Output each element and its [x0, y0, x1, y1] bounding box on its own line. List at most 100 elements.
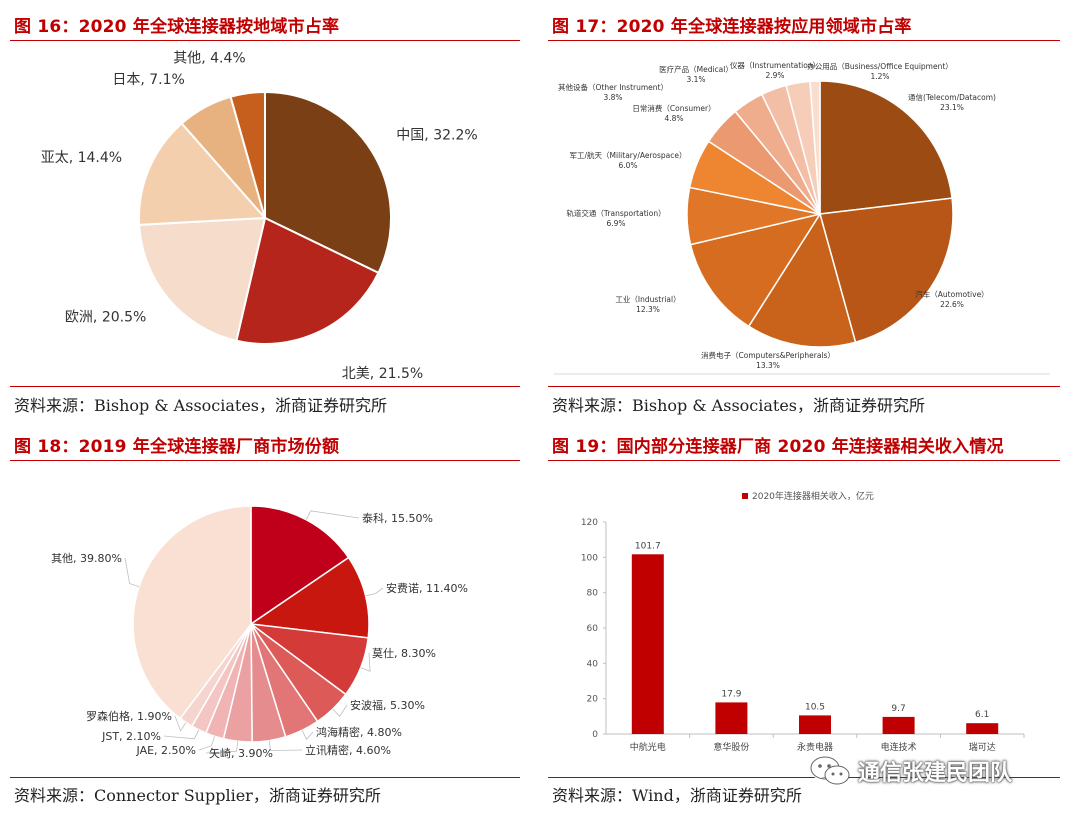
application-pie-pct-9: 2.9% [765, 71, 784, 80]
source-rule [10, 386, 520, 387]
vendor-pie-label-4: 鸿海精密, 4.80% [316, 725, 402, 739]
application-pie-label-1: 汽车（Automotive） [915, 289, 988, 299]
vendor-pie-label-9: 罗森伯格, 1.90% [86, 709, 172, 723]
figure-16-source: 资料来源：Bishop & Associates，浙商证券研究所 [14, 396, 388, 415]
application-pie-pct-8: 3.1% [686, 75, 705, 84]
bar-1 [715, 702, 748, 734]
region-pie-slice-1 [235, 216, 380, 345]
vendor-pie-slice-0 [250, 505, 350, 626]
bar-0 [631, 554, 664, 734]
y-tick-label-6: 120 [581, 518, 598, 528]
vendor-pie-slice-10 [132, 505, 252, 720]
source-rule [548, 386, 1060, 387]
application-pie-slice-1 [819, 197, 954, 344]
y-tick-label-2: 40 [587, 659, 599, 669]
wechat-icon [809, 755, 850, 785]
application-pie-pct-5: 6.0% [618, 161, 637, 170]
vendor-pie-leader-2 [360, 652, 371, 672]
bar-4 [966, 723, 999, 734]
bar-value-label-3: 9.7 [891, 704, 905, 714]
vendor-pie-leader-3 [332, 704, 348, 717]
bar-value-label-1: 17.9 [721, 689, 741, 699]
x-category-label-0: 中航光电 [630, 741, 666, 753]
figure-17-panel: 图 17：2020 年全球连接器按应用领域市占率 通信(Telecom/Data… [544, 0, 1080, 420]
x-category-label-4: 瑞可达 [969, 741, 996, 753]
region-pie-label-2: 欧洲, 20.5% [65, 310, 146, 326]
x-category-label-3: 电连技术 [881, 741, 917, 753]
region-pie-slice-0 [264, 90, 392, 275]
application-pie-pct-0: 23.1% [940, 103, 964, 112]
application-pie-pct-6: 4.8% [664, 114, 683, 123]
vendor-pie-leader-9 [174, 715, 187, 732]
watermark-text: 通信张建民团队 [858, 761, 1013, 786]
source-rule [10, 777, 520, 778]
figure-17-source: 资料来源：Bishop & Associates，浙商证券研究所 [552, 396, 926, 415]
application-pie-label-2: 消费电子（Computers&Peripherals） [701, 350, 835, 360]
vendor-pie-label-1: 安费诺, 11.40% [386, 581, 468, 595]
x-category-label-1: 意华股份 [713, 741, 749, 753]
title-rule [10, 40, 520, 41]
region-pie-label-1: 北美, 21.5% [342, 366, 423, 382]
application-pie-label-10: 办公用品（Business/Office Equipment） [807, 61, 953, 71]
application-share-pie-chart: 通信(Telecom/Datacom)23.1% 汽车（Automotive）22… [554, 61, 1050, 375]
vendor-pie-label-5: 立讯精密, 4.60% [305, 743, 391, 757]
legend-swatch [742, 493, 748, 499]
vendor-pie-leader-5 [268, 740, 303, 751]
application-pie-label-6: 日常消费（Consumer） [632, 103, 715, 113]
vendor-pie-leader-6 [205, 741, 239, 754]
figure-19-source: 资料来源：Wind，浙商证券研究所 [552, 786, 802, 805]
application-pie-pct-3: 12.3% [636, 305, 660, 314]
application-pie-label-7: 其他设备（Other Instrument） [558, 82, 668, 92]
figure-16-panel: 图 16：2020 年全球连接器按地域市占率 中国, 32.2% 北美, 21.5… [0, 0, 536, 420]
application-pie-slice-0 [819, 80, 953, 215]
application-pie-label-0: 通信(Telecom/Datacom) [908, 92, 996, 102]
application-pie-pct-2: 13.3% [756, 361, 780, 370]
y-tick-label-0: 0 [592, 730, 598, 740]
application-pie-label-5: 军工/航天（Military/Aerospace） [570, 150, 687, 160]
title-rule [548, 460, 1060, 461]
application-pie-pct-7: 3.8% [603, 93, 622, 102]
region-pie-slice-5 [229, 90, 266, 219]
application-pie-pct-10: 1.2% [870, 72, 889, 81]
region-pie-label-0: 中国, 32.2% [396, 128, 477, 144]
watermark: 通信张建民团队 [808, 754, 1058, 788]
figure-18-source: 资料来源：Connector Supplier，浙商证券研究所 [14, 786, 381, 805]
vendor-pie-leader-8 [163, 729, 200, 740]
region-pie-label-5: 其他, 4.4% [173, 51, 245, 67]
application-pie-slice-2 [747, 212, 857, 348]
vendor-pie-label-0: 泰科, 15.50% [362, 511, 433, 525]
vendor-pie-label-8: JST, 2.10% [101, 730, 161, 743]
bar-2 [799, 715, 831, 734]
figure-16-title: 图 16：2020 年全球连接器按地域市占率 [14, 17, 340, 37]
region-pie-slice-3 [138, 122, 268, 226]
source-rule [548, 777, 1060, 778]
application-pie-label-9: 仪器（Instrumentation） [730, 61, 820, 70]
application-pie-pct-4: 6.9% [606, 219, 625, 228]
bar-value-label-0: 101.7 [635, 541, 661, 551]
application-pie-label-8: 医疗产品（Medical） [659, 64, 733, 74]
vendor-pie-leader-1 [365, 587, 384, 597]
figure-19-title: 图 19：国内部分连接器厂商 2020 年连接器相关收入情况 [552, 437, 1004, 457]
vendor-pie-leader-7 [198, 736, 215, 751]
title-rule [548, 40, 1060, 41]
y-tick-label-5: 100 [581, 553, 598, 563]
figure-18-title: 图 18：2019 年全球连接器厂商市场份额 [14, 437, 340, 457]
application-pie-label-4: 轨道交通（Transportation） [566, 208, 665, 218]
vendor-pie-label-10: 其他, 39.80% [51, 552, 122, 565]
vendor-pie-label-6: 矢崎, 3.90% [209, 746, 273, 760]
vendor-pie-leader-0 [305, 510, 360, 520]
y-tick-label-3: 60 [587, 624, 599, 634]
vendor-pie-label-7: JAE, 2.50% [136, 744, 196, 757]
vendor-pie-leader-4 [301, 730, 314, 741]
title-rule [10, 460, 520, 461]
y-tick-label-1: 20 [587, 695, 599, 705]
region-pie-label-4: 日本, 7.1% [112, 72, 184, 88]
figure-18-panel: 图 18：2019 年全球连接器厂商市场份额 泰科, 15.50% 安费诺, 11… [0, 420, 536, 815]
bar-value-label-2: 10.5 [805, 702, 825, 712]
x-category-label-2: 永贵电器 [797, 741, 833, 753]
figure-19-panel: 图 19：国内部分连接器厂商 2020 年连接器相关收入情况 2020年连接器相… [544, 420, 1080, 815]
bar-value-label-4: 6.1 [975, 710, 989, 720]
y-tick-label-4: 80 [587, 589, 599, 599]
region-pie-slice-2 [138, 216, 267, 342]
application-pie-slice-3 [689, 212, 822, 328]
